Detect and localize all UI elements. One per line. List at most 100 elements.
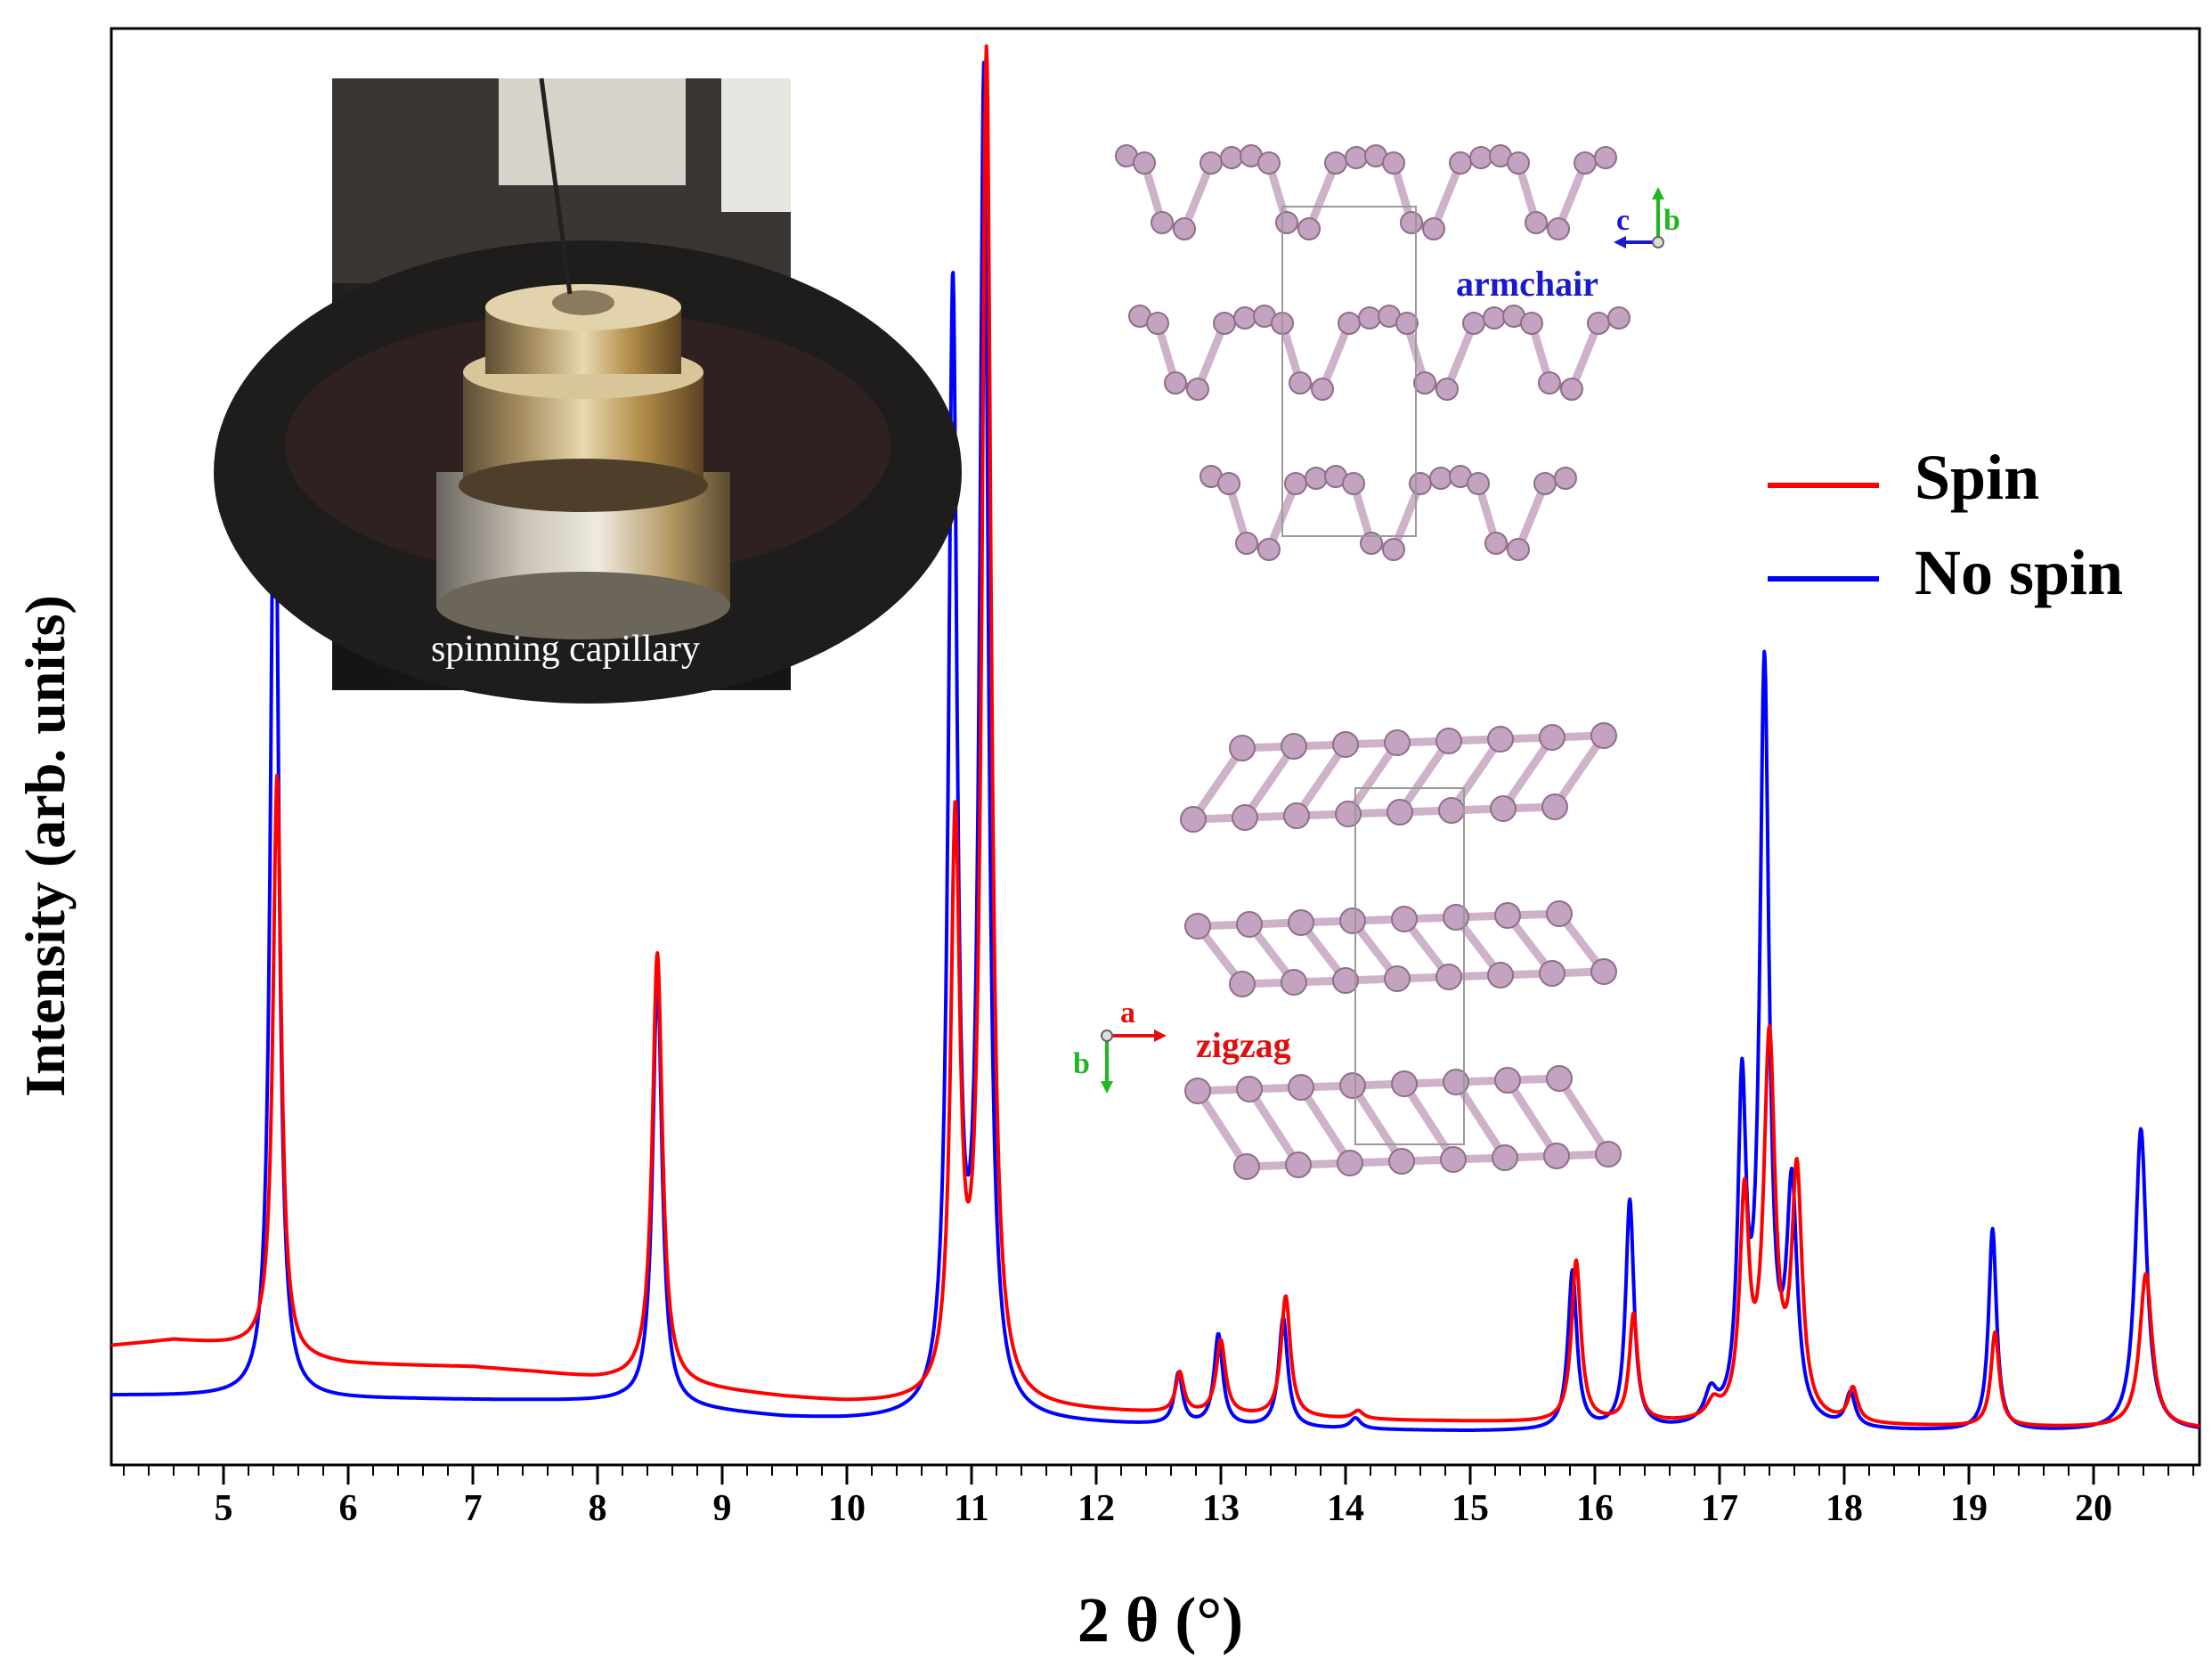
x-tick-label: 11 xyxy=(954,1488,989,1529)
atom-bond xyxy=(1395,736,1453,817)
atom-bond xyxy=(1499,733,1557,813)
phosphorus-atom xyxy=(1554,467,1577,490)
legend: Spin No spin xyxy=(1768,442,2123,608)
phosphorus-atom xyxy=(1538,371,1561,395)
axis-label-a: a xyxy=(1120,997,1135,1029)
phosphorus-atom xyxy=(1281,969,1307,996)
phosphorus-atom xyxy=(1180,806,1207,833)
phosphorus-atom xyxy=(1590,958,1617,985)
atom-bond xyxy=(1193,319,1229,394)
zigzag-axis-indicator: a b xyxy=(1073,997,1167,1094)
phosphorus-atom xyxy=(1387,799,1413,826)
phosphorus-atom xyxy=(1332,967,1359,994)
phosphorus-atom xyxy=(1494,902,1521,929)
phosphorus-atom xyxy=(1435,964,1462,990)
phosphorus-atom xyxy=(1541,793,1568,820)
phosphorus-atom xyxy=(1409,472,1432,495)
phosphorus-atom xyxy=(1281,733,1307,760)
phosphorus-atom xyxy=(1133,151,1156,175)
atom-bond xyxy=(1245,1085,1303,1169)
phosphorus-atom xyxy=(1443,904,1469,931)
phosphorus-atom xyxy=(1236,1076,1263,1103)
atom-bond xyxy=(1429,159,1465,233)
phosphorus-atom xyxy=(1275,211,1298,234)
phosphorus-atom xyxy=(1232,804,1258,831)
x-tick-label: 5 xyxy=(215,1488,233,1529)
phosphorus-atom xyxy=(1173,217,1196,240)
phosphorus-atom xyxy=(1186,378,1209,401)
phosphorus-atom xyxy=(1257,538,1281,561)
phosphorus-atom xyxy=(1184,913,1211,940)
phosphorus-atom xyxy=(1339,1072,1366,1099)
crystal-structure-zigzag: a b zigzag xyxy=(1073,722,1622,1180)
phosphorus-atom xyxy=(1487,962,1514,989)
atom-bond xyxy=(1400,1079,1458,1164)
atom-bond xyxy=(1318,319,1354,394)
phosphorus-atom xyxy=(1164,371,1187,395)
phosphorus-atom xyxy=(1235,532,1258,555)
phosphorus-atom xyxy=(1384,729,1411,756)
x-axis-tick-labels: 5 6 7 8 9 10 11 12 13 14 15 16 17 18 19 20 xyxy=(215,1488,2113,1529)
phosphorus-atom xyxy=(1449,151,1472,175)
atom-bond xyxy=(1555,1074,1613,1159)
phosphorus-atom xyxy=(1342,472,1365,495)
goniometer-head-illustration xyxy=(436,284,730,639)
phosphorus-atom xyxy=(1213,312,1236,335)
zigzag-label: zigzag xyxy=(1196,1025,1291,1065)
legend-label-spin: Spin xyxy=(1915,442,2039,513)
phosphorus-atom xyxy=(1467,472,1490,495)
phosphorus-atom xyxy=(1283,802,1310,829)
x-axis-ticks xyxy=(123,1465,2194,1485)
capillary-illustration xyxy=(539,77,573,295)
phosphorus-atom xyxy=(1590,722,1617,749)
phosphorus-atom xyxy=(1360,532,1383,555)
phosphorus-atom xyxy=(1400,211,1423,234)
phosphorus-atom xyxy=(1484,532,1508,555)
x-tick-label: 7 xyxy=(464,1488,483,1529)
phosphorus-atom xyxy=(1285,1151,1312,1178)
atom-bond xyxy=(1514,479,1549,554)
atom-bond xyxy=(1503,1076,1561,1160)
phosphorus-atom xyxy=(1422,217,1445,240)
plot-frame xyxy=(110,27,2201,1467)
phosphorus-atom xyxy=(1490,795,1517,822)
x-tick-label: 20 xyxy=(2075,1488,2112,1529)
phosphorus-atom xyxy=(1539,960,1565,987)
phosphorus-atom xyxy=(1382,151,1405,175)
atom-bond xyxy=(1550,731,1608,811)
inset-photo: spinning capillary xyxy=(214,77,962,704)
phosphorus-atom xyxy=(1462,312,1485,335)
axis-label-c: c xyxy=(1616,204,1630,237)
x-tick-label: 12 xyxy=(1078,1488,1115,1529)
phosphorus-atom xyxy=(1607,306,1631,330)
phosphorus-atom xyxy=(1388,1148,1415,1175)
atom-bond xyxy=(1554,159,1590,233)
phosphorus-atom xyxy=(1339,907,1366,934)
phosphorus-atom xyxy=(1533,472,1557,495)
phosphorus-atom xyxy=(1284,472,1307,495)
armchair-label: armchair xyxy=(1456,264,1598,304)
x-tick-label: 13 xyxy=(1202,1488,1240,1529)
phosphorus-atom xyxy=(1289,371,1312,395)
x-tick-label: 19 xyxy=(1950,1488,1988,1529)
phosphorus-atom xyxy=(1438,797,1465,824)
phosphorus-atom xyxy=(1492,1144,1518,1171)
phosphorus-atom xyxy=(1413,371,1436,395)
phosphorus-atom xyxy=(1358,306,1381,330)
phosphorus-atom xyxy=(1520,312,1543,335)
phosphorus-atom xyxy=(1384,965,1411,992)
phosphorus-atom xyxy=(1236,911,1263,938)
phosphorus-atom xyxy=(1337,1150,1363,1176)
phosphorus-atom xyxy=(1560,378,1583,401)
x-axis-title: 2 θ (°) xyxy=(1078,1584,1243,1656)
phosphorus-atom xyxy=(1288,909,1314,936)
phosphorus-atom xyxy=(1507,538,1530,561)
phosphorus-atom xyxy=(1435,378,1459,401)
y-axis-title: Intensity (arb. units) xyxy=(13,595,77,1097)
axis-label-b-top: b xyxy=(1663,204,1680,237)
atom-bond xyxy=(1348,1081,1406,1166)
legend-label-no-spin: No spin xyxy=(1915,537,2123,608)
phosphorus-atom xyxy=(1146,312,1169,335)
phosphorus-atom xyxy=(1543,1143,1570,1169)
phosphorus-atom xyxy=(1257,151,1281,175)
